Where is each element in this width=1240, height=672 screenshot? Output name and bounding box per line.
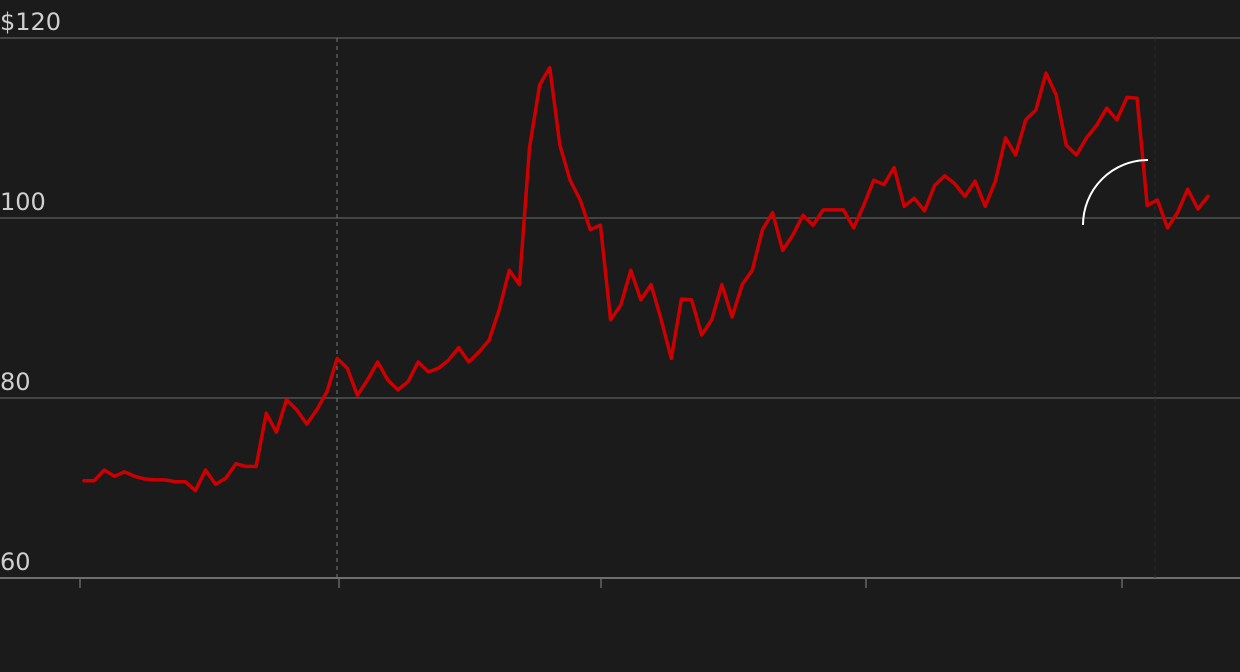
x-axis-ticks [79,579,1123,588]
reference-lines [336,38,1156,578]
y-tick-label: $120 [0,8,61,36]
price-line [82,65,1210,493]
y-tick-label: 80 [0,368,31,396]
y-axis-labels: $120 100 80 60 [0,8,61,576]
y-tick-label: 60 [0,548,31,576]
gridlines [0,37,1240,579]
annotation-arc [1082,159,1149,226]
y-tick-label: 100 [0,188,46,216]
